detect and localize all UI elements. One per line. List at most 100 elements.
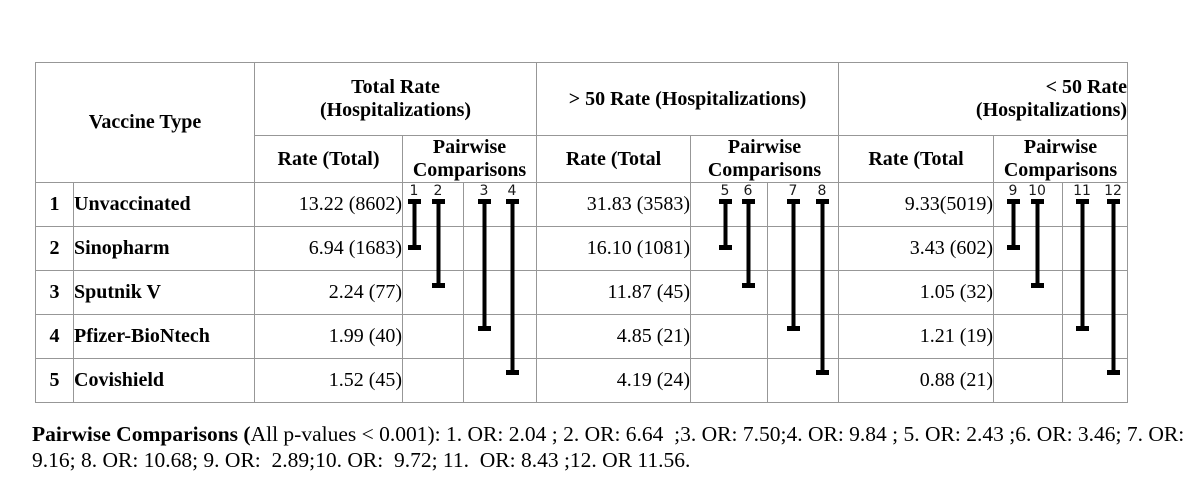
row-number: 3 xyxy=(35,270,74,315)
pairwise-bar-6: 6 xyxy=(740,183,756,288)
rate-total-value: 1.99 (40) xyxy=(254,314,404,359)
row-number: 4 xyxy=(35,314,74,359)
table-row-sinopharm: 2 Sinopharm 6.94 (1683) 16.10 (1081) 3.4… xyxy=(35,226,1129,271)
comparison-bar-line xyxy=(407,199,421,250)
row-number: 5 xyxy=(35,358,74,403)
comparison-bar-line xyxy=(1030,199,1044,288)
pairwise-bar-label: 3 xyxy=(479,183,489,199)
pairwise-header-line: Comparisons xyxy=(707,159,822,181)
pairwise-cell xyxy=(690,314,769,359)
pairwise-cell xyxy=(402,314,465,359)
table-row-sputnik-v: 3 Sputnik V 2.24 (77) 11.87 (45) 1.05 (3… xyxy=(35,270,1129,315)
pairwise-header-g2: Pairwise Comparisons xyxy=(690,135,840,183)
rate-total-header-g1: Rate (Total) xyxy=(254,135,404,183)
pairwise-bar-3: 3 xyxy=(476,183,492,331)
group-title-line: Total Rate xyxy=(351,76,440,98)
rate-total-value: 6.94 (1683) xyxy=(254,226,404,271)
table-row-covishield: 5 Covishield 1.52 (45) 4.19 (24) 0.88 (2… xyxy=(35,358,1129,403)
group-header-over50-rate: > 50 Rate (Hospitalizations) xyxy=(536,62,840,136)
rate-total-header-g2: Rate (Total xyxy=(536,135,692,183)
comparison-bar-line xyxy=(741,199,755,288)
pairwise-bar-10: 10 xyxy=(1028,183,1046,288)
comparison-bar-line xyxy=(815,199,829,375)
group-header-under50-rate: < 50 Rate (Hospitalizations) xyxy=(838,62,1129,136)
group-title-line: > 50 Rate (Hospitalizations) xyxy=(568,87,807,110)
comparison-bar-line xyxy=(718,199,732,250)
comparison-bar-line xyxy=(477,199,491,331)
rate-total-value: 1.52 (45) xyxy=(254,358,404,403)
vaccine-name: Pfizer-BioNtech xyxy=(72,314,256,359)
pairwise-header-line: Pairwise xyxy=(1023,136,1098,159)
pairwise-bar-label: 10 xyxy=(1028,183,1046,199)
vaccine-name: Sinopharm xyxy=(72,226,256,271)
pairwise-comparisons-footnote: Pairwise Comparisons (All p-values < 0.0… xyxy=(32,421,1190,473)
pairwise-header-line: Pairwise xyxy=(432,136,507,159)
group-title-line: < 50 Rate xyxy=(1045,76,1128,98)
group-title-line: (Hospitalizations) xyxy=(319,99,472,121)
rate-under50-value: 1.05 (32) xyxy=(838,270,995,315)
pairwise-header-line: Pairwise xyxy=(727,136,802,159)
pairwise-bar-2: 2 xyxy=(430,183,446,288)
pairwise-bar-7: 7 xyxy=(785,183,801,331)
pairwise-bar-label: 2 xyxy=(433,183,443,199)
pairwise-cell xyxy=(690,358,769,403)
rate-over50-value: 16.10 (1081) xyxy=(536,226,692,271)
comparison-bar-line xyxy=(431,199,445,288)
pairwise-cell xyxy=(463,358,538,403)
rate-under50-value: 0.88 (21) xyxy=(838,358,995,403)
pairwise-header-line: Comparisons xyxy=(412,159,527,181)
comparison-bar-line xyxy=(786,199,800,331)
pairwise-bar-11: 11 xyxy=(1073,183,1091,331)
rate-under50-value: 1.21 (19) xyxy=(838,314,995,359)
rate-over50-value: 4.85 (21) xyxy=(536,314,692,359)
group-header-total-rate: Total Rate (Hospitalizations) xyxy=(254,62,538,136)
pairwise-bar-label: 1 xyxy=(409,183,419,199)
pairwise-cell xyxy=(993,314,1064,359)
rate-under50-value: 9.33(5019) xyxy=(838,182,995,227)
pairwise-bar-label: 6 xyxy=(743,183,753,199)
pairwise-cell xyxy=(463,270,538,315)
rate-over50-value: 4.19 (24) xyxy=(536,358,692,403)
rate-total-value: 13.22 (8602) xyxy=(254,182,404,227)
pairwise-bar-label: 4 xyxy=(507,183,517,199)
comparison-bar-line xyxy=(1006,199,1020,250)
rate-total-header-g3: Rate (Total xyxy=(838,135,995,183)
pairwise-bar-4: 4 xyxy=(504,183,520,375)
rate-over50-value: 31.83 (3583) xyxy=(536,182,692,227)
group-title-line: (Hospitalizations) xyxy=(975,99,1128,121)
table-row-pfizer-biontech: 4 Pfizer-BioNtech 1.99 (40) 4.85 (21) 1.… xyxy=(35,314,1129,359)
pairwise-bar-8: 8 xyxy=(814,183,830,375)
footnote-text: All p-values < 0.001): 1. OR: 2.04 ; 2. … xyxy=(32,422,1190,473)
pairwise-cell xyxy=(993,358,1064,403)
vaccine-rates-table: Vaccine Type Total Rate (Hospitalization… xyxy=(34,62,1129,403)
pairwise-header-g1: Pairwise Comparisons xyxy=(402,135,538,183)
rate-over50-value: 11.87 (45) xyxy=(536,270,692,315)
pairwise-bar-label: 5 xyxy=(720,183,730,199)
row-number: 1 xyxy=(35,182,74,227)
table-row-unvaccinated: 1 Unvaccinated 13.22 (8602) 31.83 (3583)… xyxy=(35,182,1129,227)
pairwise-bar-1: 1 xyxy=(406,183,422,250)
pairwise-cell xyxy=(993,270,1064,315)
footnote-bold-lead: Pairwise Comparisons ( xyxy=(32,422,251,446)
pairwise-cell xyxy=(690,270,769,315)
rate-total-value: 2.24 (77) xyxy=(254,270,404,315)
pairwise-cell xyxy=(993,182,1064,227)
pairwise-header-line: Comparisons xyxy=(1003,159,1118,181)
comparison-bar-line xyxy=(1075,199,1089,331)
pairwise-bar-label: 9 xyxy=(1008,183,1018,199)
pairwise-bar-9: 9 xyxy=(1005,183,1021,250)
pairwise-cell xyxy=(463,226,538,271)
group-header-row: Vaccine Type Total Rate (Hospitalization… xyxy=(34,62,1129,183)
pairwise-bar-label: 8 xyxy=(817,183,827,199)
rate-under50-value: 3.43 (602) xyxy=(838,226,995,271)
pairwise-cell xyxy=(463,314,538,359)
vaccine-type-header: Vaccine Type xyxy=(34,62,256,183)
vaccine-name: Covishield xyxy=(72,358,256,403)
comparison-bar-line xyxy=(505,199,519,375)
pairwise-bar-12: 12 xyxy=(1104,183,1122,375)
pairwise-cell xyxy=(402,358,465,403)
row-number: 2 xyxy=(35,226,74,271)
vaccine-name: Unvaccinated xyxy=(72,182,256,227)
vaccine-name: Sputnik V xyxy=(72,270,256,315)
